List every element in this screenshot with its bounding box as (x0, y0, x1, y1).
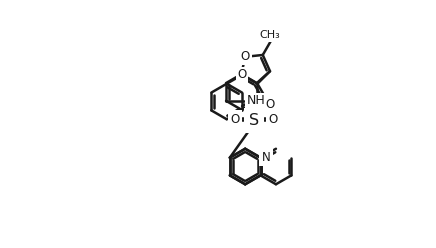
Text: S: S (249, 113, 259, 128)
Text: NH: NH (246, 94, 265, 107)
Text: O: O (231, 113, 240, 126)
Text: O: O (266, 98, 275, 111)
Text: O: O (241, 50, 250, 63)
Text: O: O (269, 113, 278, 126)
Text: CH₃: CH₃ (259, 31, 280, 40)
Text: N: N (262, 151, 271, 164)
Text: O: O (238, 68, 247, 81)
